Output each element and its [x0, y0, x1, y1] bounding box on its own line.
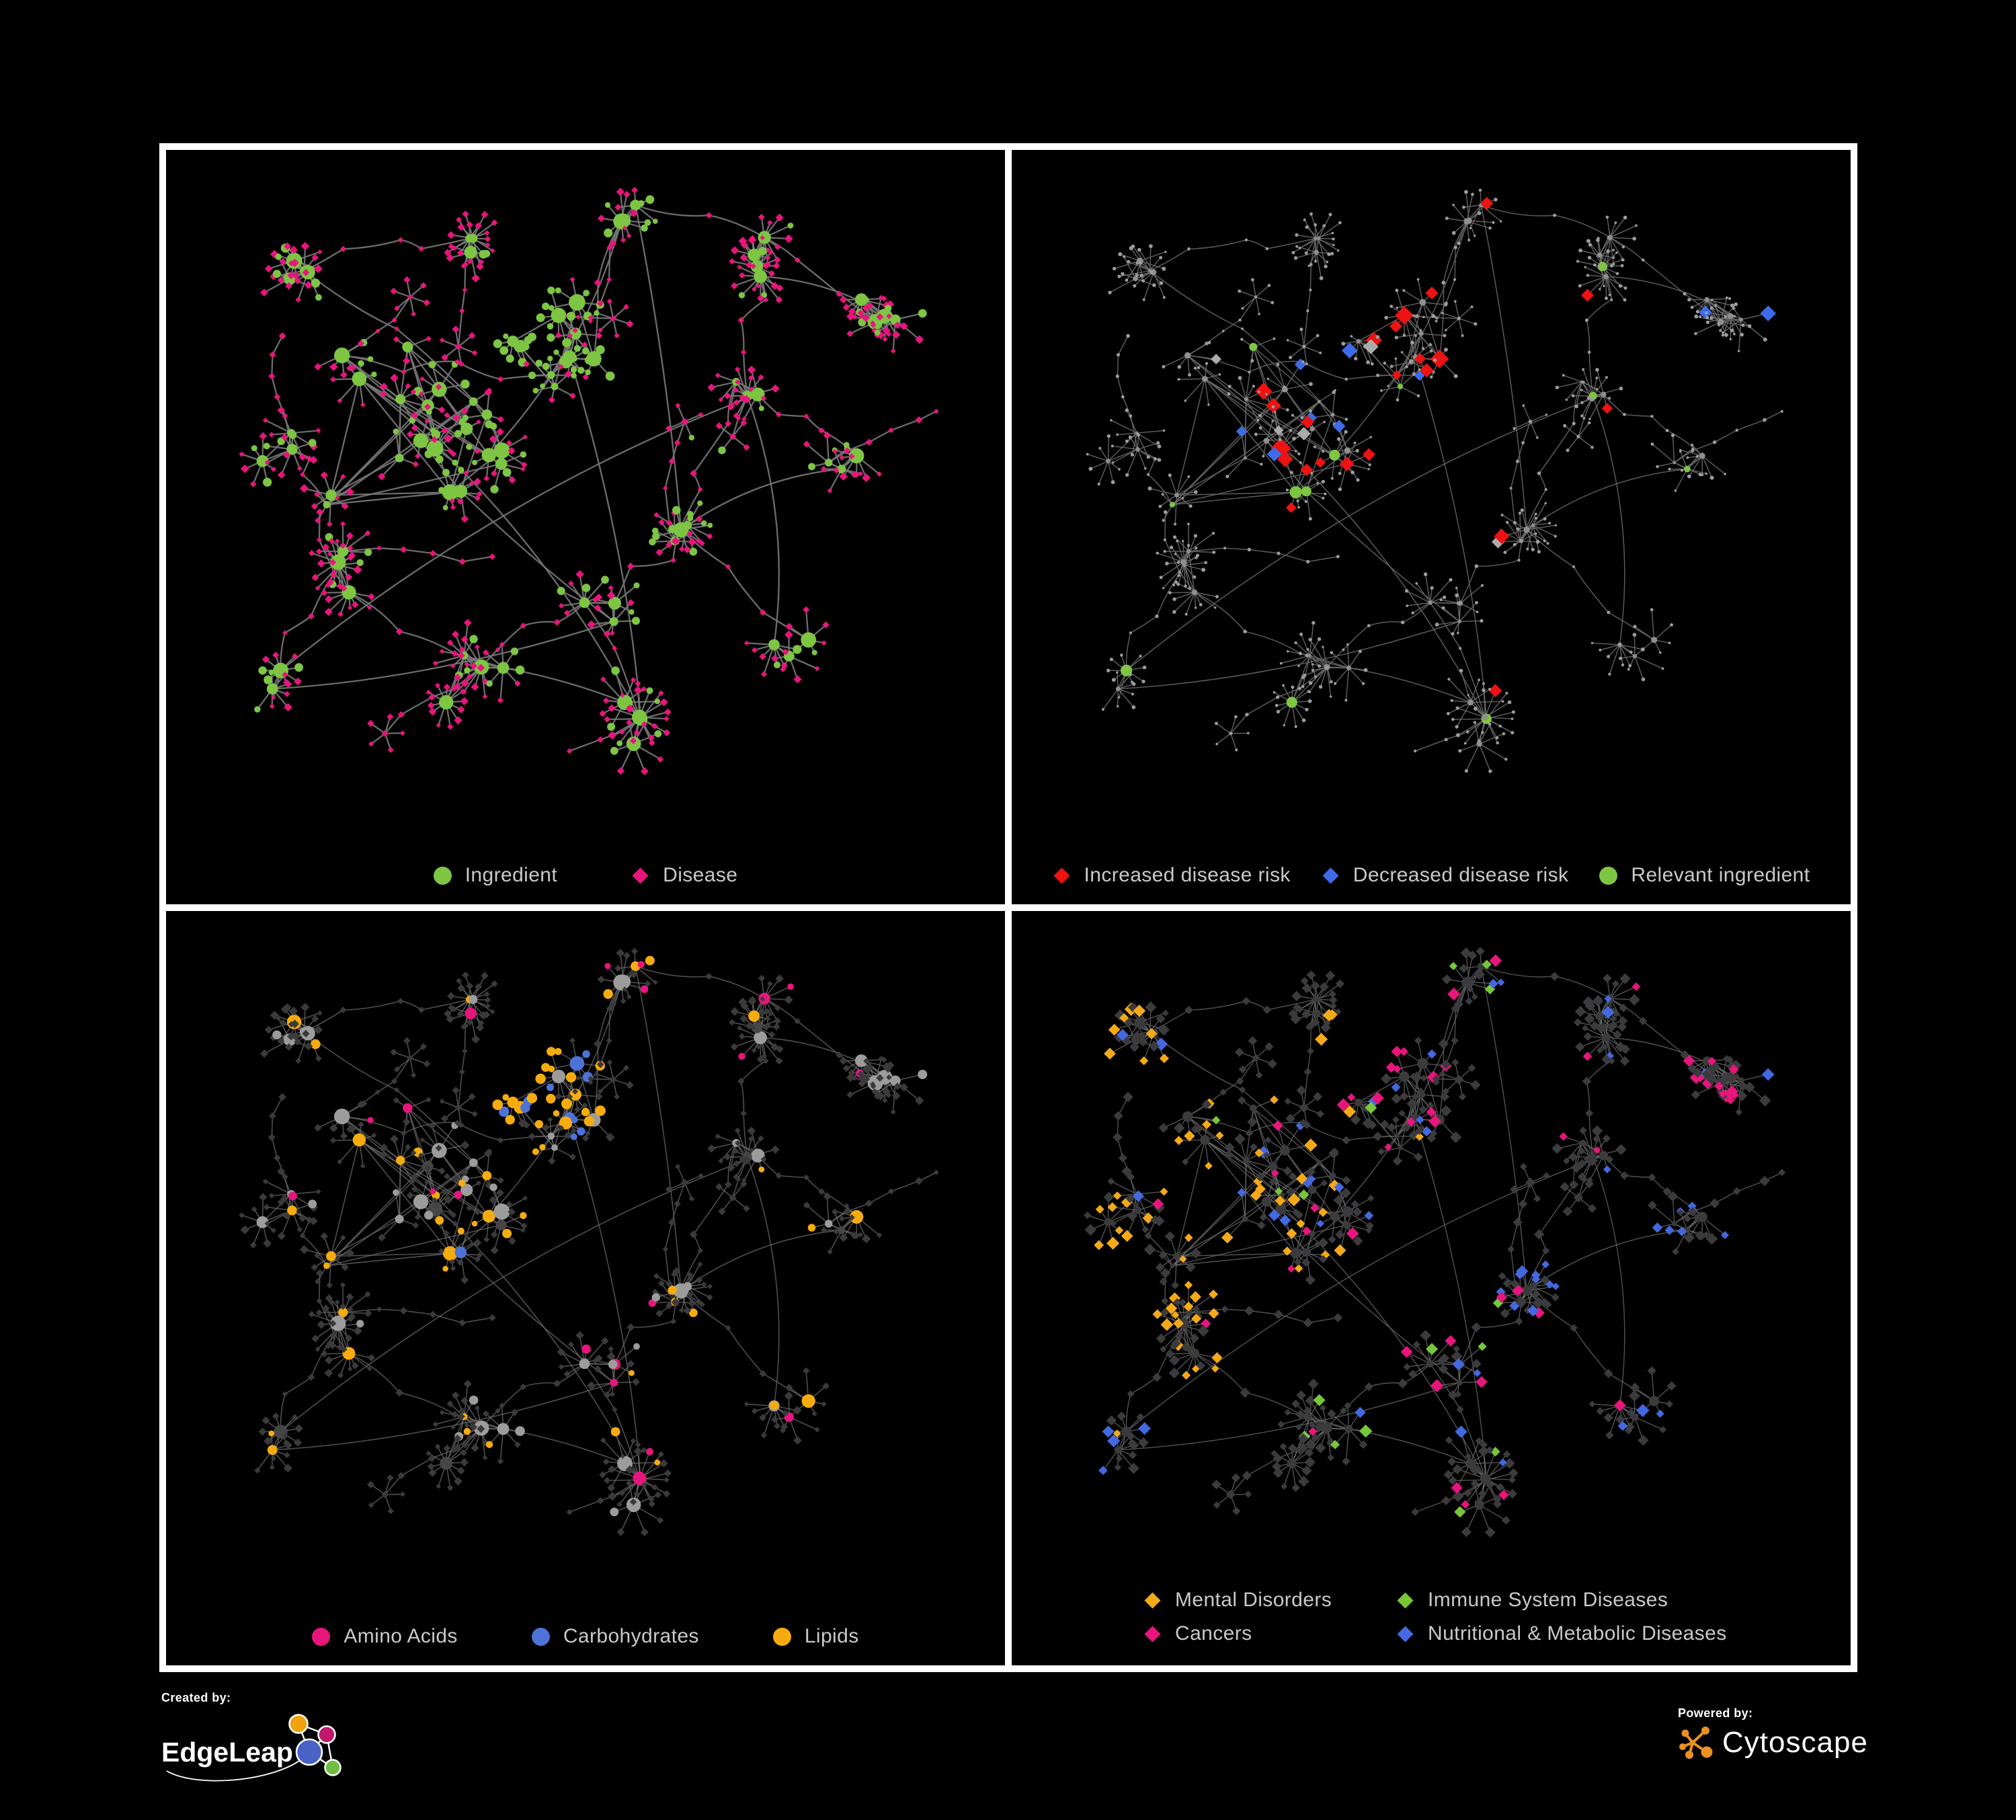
- legend-item: Increased disease risk: [1053, 864, 1291, 887]
- network-disease-risk: [1086, 188, 1783, 773]
- legend-item: Amino Acids: [312, 1625, 457, 1648]
- lipids-circle-icon: [772, 1627, 791, 1646]
- network-ingredient-classes: [239, 947, 939, 1537]
- legend-label: Decreased disease risk: [1353, 864, 1569, 886]
- panel-ingredient-disease: Ingredient Disease: [166, 150, 1005, 904]
- panel-grid: Ingredient Disease Increased disease ris…: [159, 143, 1857, 1672]
- panel-ingredient-classes: Amino Acids Carbohydrates Lipids: [166, 911, 1005, 1665]
- edgeleap-swoosh: [166, 1757, 305, 1782]
- legend-ingredient-disease: Ingredient Disease: [166, 864, 1005, 887]
- network-ingredient-disease: [239, 187, 939, 775]
- relevant-ingredient-circle-icon: [1599, 866, 1618, 885]
- panel-disease-categories: Mental Disorders Immune System Diseases …: [1012, 911, 1851, 1665]
- edgeleap-logo: EdgeLeap: [161, 1714, 341, 1782]
- legend-item: Carbohydrates: [531, 1625, 699, 1648]
- created-by-label: Created by:: [161, 1691, 231, 1704]
- edgeleap-wordmark: EdgeLeap: [161, 1737, 293, 1768]
- legend-item: Cancers: [1143, 1622, 1396, 1645]
- legend-label: Increased disease risk: [1084, 864, 1291, 886]
- legend-label: Cancers: [1175, 1622, 1252, 1645]
- legend-label: Lipids: [804, 1625, 859, 1647]
- legend-item: Nutritional & Metabolic Diseases: [1396, 1622, 1727, 1645]
- legend-item: Decreased disease risk: [1322, 864, 1569, 887]
- legend-item: Relevant ingredient: [1599, 864, 1810, 887]
- powered-by-block: Powered by: Cytosc: [1678, 1706, 1868, 1761]
- disease-diamond-icon: [632, 867, 649, 884]
- amino-acids-circle-icon: [312, 1627, 331, 1646]
- legend-item: Immune System Diseases: [1396, 1589, 1727, 1612]
- cytoscape-icon: [1679, 1727, 1713, 1759]
- decreased-risk-diamond-icon: [1322, 867, 1339, 884]
- cancers-diamond-icon: [1144, 1625, 1161, 1643]
- edgeleap-logo-nodes: [288, 1714, 341, 1776]
- panel-disease-risk: Increased disease risk Decreased disease…: [1012, 150, 1851, 904]
- legend-label: Disease: [663, 864, 738, 886]
- carbohydrates-circle-icon: [531, 1627, 550, 1646]
- cytoscape-wordmark: Cytoscape: [1722, 1726, 1868, 1759]
- legend-ingredient-classes: Amino Acids Carbohydrates Lipids: [166, 1625, 1005, 1648]
- legend-label: Ingredient: [465, 864, 558, 886]
- increased-risk-diamond-icon: [1053, 867, 1070, 884]
- created-by-block: Created by: EdgeLeap: [161, 1691, 370, 1792]
- legend-label: Mental Disorders: [1175, 1589, 1332, 1611]
- legend-disease-categories: Mental Disorders Immune System Diseases …: [1143, 1589, 1727, 1645]
- legend-disease-risk: Increased disease risk Decreased disease…: [1012, 864, 1851, 887]
- immune-system-diseases-diamond-icon: [1397, 1591, 1414, 1609]
- legend-label: Relevant ingredient: [1631, 864, 1810, 886]
- legend-item: Disease: [631, 864, 737, 887]
- ingredient-circle-icon: [433, 866, 452, 885]
- legend-label: Amino Acids: [344, 1625, 458, 1647]
- legend-label: Nutritional & Metabolic Diseases: [1428, 1622, 1727, 1645]
- network-disease-categories: [1084, 947, 1786, 1538]
- powered-by-label: Powered by:: [1678, 1706, 1753, 1720]
- nutritional-metabolic-diseases-diamond-icon: [1397, 1625, 1414, 1643]
- legend-label: Carbohydrates: [563, 1625, 699, 1647]
- legend-item: Lipids: [772, 1625, 859, 1648]
- legend-label: Immune System Diseases: [1428, 1589, 1668, 1611]
- legend-item: Mental Disorders: [1143, 1589, 1396, 1612]
- legend-item: Ingredient: [433, 864, 558, 887]
- mental-disorders-diamond-icon: [1144, 1591, 1161, 1609]
